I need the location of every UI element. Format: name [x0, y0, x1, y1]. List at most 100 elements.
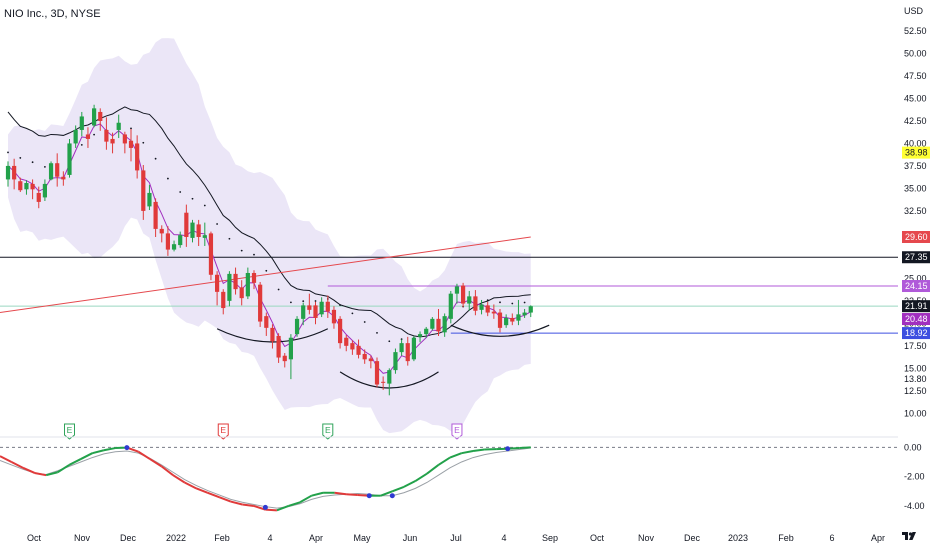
candle[interactable]	[18, 177, 23, 193]
candle[interactable]	[208, 231, 214, 281]
candle[interactable]	[165, 226, 170, 256]
candle[interactable]	[424, 326, 429, 338]
candle[interactable]	[319, 297, 324, 318]
bollinger-band	[8, 38, 531, 434]
candle[interactable]	[430, 317, 435, 331]
candle-body	[417, 334, 423, 337]
candle[interactable]	[147, 184, 152, 211]
candle[interactable]	[338, 316, 343, 349]
candle[interactable]	[491, 304, 496, 319]
candle[interactable]	[239, 280, 244, 306]
candle[interactable]	[313, 301, 318, 325]
candle[interactable]	[24, 180, 29, 195]
candle[interactable]	[73, 125, 78, 148]
candle[interactable]	[202, 222, 207, 246]
oscillator-fast-segment	[437, 456, 451, 466]
candle[interactable]	[196, 219, 201, 246]
candle[interactable]	[504, 314, 509, 328]
candle[interactable]	[227, 271, 232, 307]
candle[interactable]	[79, 111, 84, 137]
candle[interactable]	[233, 267, 238, 295]
candle[interactable]	[288, 334, 293, 380]
candle[interactable]	[178, 231, 183, 248]
candle[interactable]	[135, 135, 140, 179]
candle[interactable]	[110, 132, 115, 154]
candle[interactable]	[417, 331, 423, 343]
candle[interactable]	[276, 333, 281, 363]
candle[interactable]	[467, 290, 472, 311]
candle[interactable]	[48, 161, 54, 181]
slow-ma-dot	[228, 237, 231, 240]
candle[interactable]	[92, 104, 97, 128]
candle[interactable]	[153, 198, 158, 237]
oscillator-fast-segment	[519, 446, 531, 450]
candle[interactable]	[528, 305, 533, 318]
candle[interactable]	[98, 108, 103, 131]
candles[interactable]	[5, 104, 533, 396]
candle[interactable]	[381, 376, 386, 390]
candle[interactable]	[325, 295, 330, 318]
candle[interactable]	[405, 336, 410, 366]
candle-body	[159, 228, 164, 234]
candle[interactable]	[42, 179, 47, 202]
candle[interactable]	[393, 348, 398, 374]
candle[interactable]	[473, 290, 478, 316]
candle[interactable]	[399, 339, 404, 356]
candle[interactable]	[344, 335, 349, 352]
candle[interactable]	[258, 281, 263, 327]
candle[interactable]	[171, 240, 177, 252]
candle[interactable]	[516, 299, 521, 326]
candle[interactable]	[461, 282, 466, 308]
candle[interactable]	[85, 127, 91, 148]
candle[interactable]	[55, 153, 60, 187]
candle[interactable]	[251, 270, 257, 290]
candle[interactable]	[245, 267, 250, 300]
candle[interactable]	[190, 219, 195, 243]
candle[interactable]	[510, 313, 515, 326]
candle[interactable]	[5, 161, 11, 187]
candle[interactable]	[159, 225, 164, 243]
candle[interactable]	[307, 293, 312, 315]
candle[interactable]	[331, 306, 337, 329]
candle[interactable]	[368, 355, 373, 369]
candle[interactable]	[362, 349, 367, 364]
candle[interactable]	[104, 117, 109, 150]
candle[interactable]	[264, 312, 269, 336]
price-tag-bg	[902, 280, 930, 293]
candle[interactable]	[387, 368, 392, 396]
candle[interactable]	[12, 158, 17, 190]
candle[interactable]	[36, 186, 41, 209]
candle[interactable]	[301, 302, 306, 326]
candle[interactable]	[184, 204, 189, 247]
candle[interactable]	[411, 335, 416, 362]
candle[interactable]	[270, 324, 275, 349]
candle[interactable]	[436, 308, 441, 336]
candle[interactable]	[116, 114, 121, 139]
tradingview-logo-icon[interactable]	[902, 532, 916, 544]
candle[interactable]	[67, 138, 72, 178]
candle[interactable]	[30, 179, 35, 200]
candle[interactable]	[350, 340, 355, 355]
candle[interactable]	[485, 301, 490, 317]
candle[interactable]	[374, 357, 380, 388]
oscillator-fast-segment	[0, 455, 12, 463]
candle[interactable]	[442, 313, 447, 337]
candle[interactable]	[356, 339, 361, 359]
candle[interactable]	[282, 353, 287, 368]
candle[interactable]	[294, 316, 300, 337]
candle[interactable]	[128, 129, 134, 162]
candle[interactable]	[141, 165, 146, 220]
candle[interactable]	[479, 299, 484, 315]
candle[interactable]	[454, 283, 460, 304]
candle[interactable]	[221, 289, 226, 315]
candle-body	[85, 134, 91, 139]
candle[interactable]	[522, 308, 527, 318]
candle[interactable]	[448, 290, 453, 324]
candle[interactable]	[215, 271, 220, 306]
candle[interactable]	[122, 131, 127, 154]
candle[interactable]	[61, 171, 66, 186]
oscillator-fast-segment	[207, 491, 220, 499]
candle[interactable]	[497, 308, 503, 333]
